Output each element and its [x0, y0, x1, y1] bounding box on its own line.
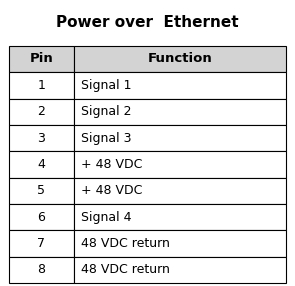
Bar — [9, 204, 74, 231]
Text: + 48 VDC: + 48 VDC — [81, 158, 143, 171]
Bar — [9, 178, 74, 204]
Bar — [74, 178, 286, 204]
Bar — [9, 125, 74, 151]
Text: Function: Function — [148, 52, 212, 65]
Text: 4: 4 — [37, 158, 45, 171]
Text: 1: 1 — [37, 79, 45, 92]
Bar — [9, 257, 74, 283]
Text: Signal 1: Signal 1 — [81, 79, 132, 92]
Text: 5: 5 — [37, 184, 45, 197]
Text: 48 VDC return: 48 VDC return — [81, 263, 170, 277]
Text: 8: 8 — [37, 263, 45, 277]
Bar — [9, 98, 74, 125]
Bar — [9, 151, 74, 178]
Bar — [74, 231, 286, 257]
Bar — [74, 151, 286, 178]
Bar — [9, 46, 74, 72]
Bar — [74, 72, 286, 98]
Text: 6: 6 — [37, 211, 45, 224]
Text: Pin: Pin — [30, 52, 53, 65]
Bar — [74, 204, 286, 231]
Bar — [74, 125, 286, 151]
Bar — [9, 231, 74, 257]
Bar — [74, 257, 286, 283]
Bar — [74, 98, 286, 125]
Text: Signal 4: Signal 4 — [81, 211, 132, 224]
Text: 7: 7 — [37, 237, 45, 250]
Text: 48 VDC return: 48 VDC return — [81, 237, 170, 250]
Text: Signal 3: Signal 3 — [81, 132, 132, 145]
Text: Signal 2: Signal 2 — [81, 105, 132, 118]
Bar — [74, 46, 286, 72]
Text: Power over  Ethernet: Power over Ethernet — [56, 15, 239, 30]
Bar — [9, 72, 74, 98]
Text: + 48 VDC: + 48 VDC — [81, 184, 143, 197]
Text: 2: 2 — [37, 105, 45, 118]
Text: 3: 3 — [37, 132, 45, 145]
